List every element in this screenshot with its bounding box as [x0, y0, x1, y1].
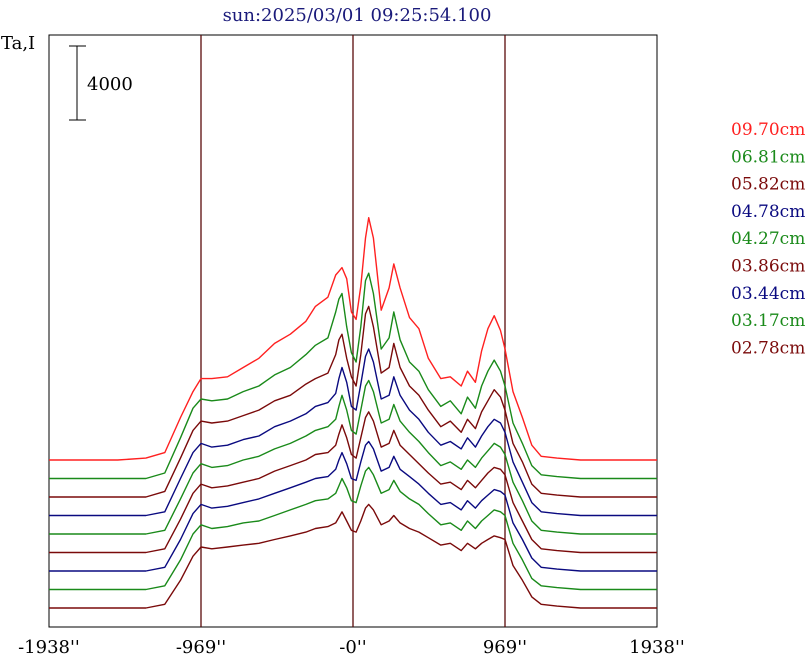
legend-entry-3: 04.78cm: [731, 202, 805, 222]
legend: 09.70cm 06.81cm 05.82cm 04.78cm 04.27cm 03.86…: [731, 120, 805, 358]
series-traces: [49, 216, 657, 609]
series-line-8: [49, 503, 657, 609]
series-line-0: [49, 216, 657, 461]
vertical-reference-lines: [200, 35, 506, 627]
series-line-3: [49, 348, 657, 517]
scale-bar-label: 4000: [87, 74, 133, 95]
chart-title: sun:2025/03/01 09:25:54.100: [223, 5, 492, 26]
x-tick-label-1: -969'': [176, 637, 226, 658]
scale-bar: 4000: [69, 45, 133, 121]
series-line-4: [49, 379, 657, 535]
x-tick-label-3: 969'': [483, 637, 527, 658]
legend-entry-8: 02.78cm: [731, 338, 805, 358]
series-line-2: [49, 305, 657, 498]
legend-entry-5: 03.86cm: [731, 257, 805, 277]
series-line-5: [49, 411, 657, 554]
legend-entry-2: 05.82cm: [731, 175, 805, 195]
legend-entry-7: 03.17cm: [731, 311, 805, 331]
legend-entry-1: 06.81cm: [731, 147, 805, 167]
x-tick-label-4: 1938'': [629, 637, 685, 658]
series-line-6: [49, 440, 657, 572]
legend-entry-0: 09.70cm: [731, 120, 805, 140]
x-tick-labels: -1938'' -969'' -0'' 969'' 1938'': [18, 637, 685, 658]
legend-entry-4: 04.27cm: [731, 229, 805, 249]
x-tick-label-0: -1938'': [18, 637, 80, 658]
y-axis-label: Ta,I: [1, 33, 35, 54]
x-tick-label-2: -0'': [339, 637, 366, 658]
legend-entry-6: 03.44cm: [731, 284, 805, 304]
series-line-7: [49, 466, 657, 591]
series-line-1: [49, 272, 657, 480]
